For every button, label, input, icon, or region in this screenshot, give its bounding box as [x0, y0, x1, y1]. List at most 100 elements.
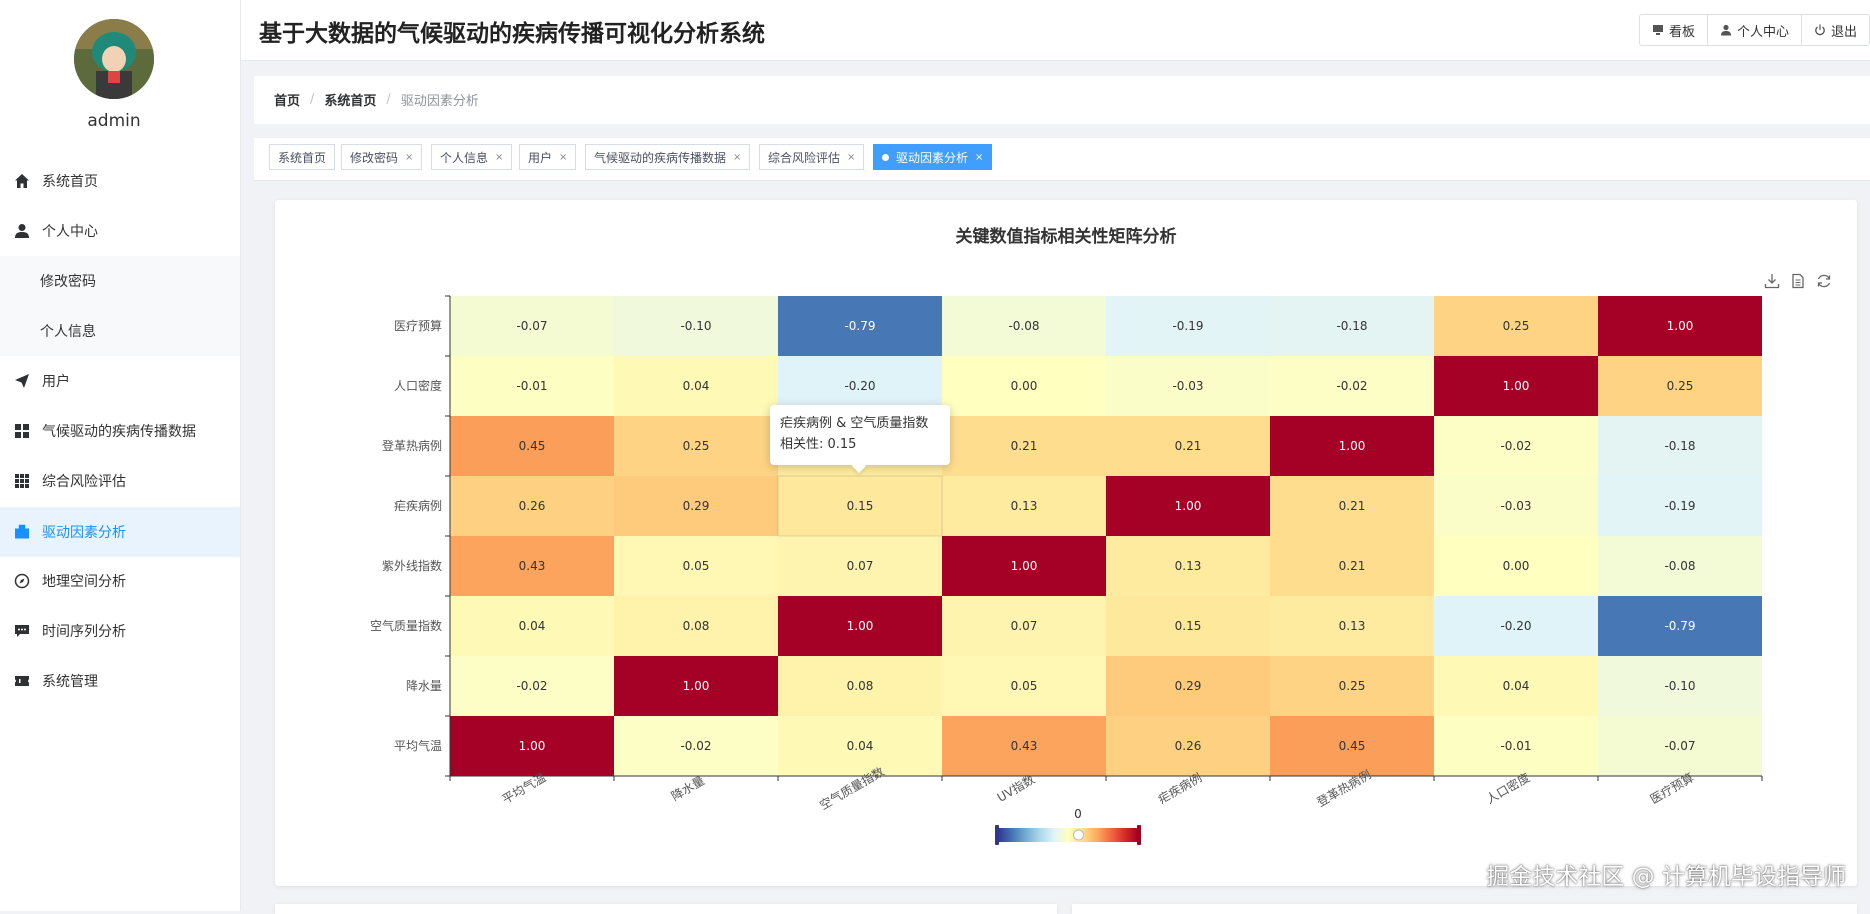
- heatmap-cell[interactable]: [942, 656, 1106, 716]
- sidebar-item-personal-info[interactable]: 个人信息: [0, 306, 240, 356]
- close-icon[interactable]: ×: [405, 151, 414, 163]
- heatmap-cell[interactable]: [450, 536, 614, 596]
- heatmap-cell[interactable]: [450, 416, 614, 476]
- sidebar-item-geo-analysis[interactable]: 地理空间分析: [0, 557, 240, 605]
- heatmap-cell[interactable]: [450, 656, 614, 716]
- heatmap-cell[interactable]: [1598, 416, 1762, 476]
- heatmap-cell[interactable]: [1598, 716, 1762, 776]
- heatmap-cell[interactable]: [1434, 416, 1598, 476]
- breadcrumb-home[interactable]: 首页: [274, 94, 301, 109]
- heatmap-cell[interactable]: [778, 536, 942, 596]
- heatmap-cell[interactable]: [1106, 296, 1270, 356]
- heatmap-cell[interactable]: [450, 476, 614, 536]
- heatmap-cell[interactable]: [614, 536, 778, 596]
- heatmap-cell[interactable]: [1434, 596, 1598, 656]
- heatmap-cell[interactable]: [1434, 536, 1598, 596]
- breadcrumb-system-home[interactable]: 系统首页: [324, 94, 377, 109]
- heatmap-cell[interactable]: [614, 416, 778, 476]
- heatmap-cell[interactable]: [614, 296, 778, 356]
- heatmap-cell[interactable]: [1106, 536, 1270, 596]
- heatmap-cell[interactable]: [778, 596, 942, 656]
- sidebar-item-system-management[interactable]: 系统管理: [0, 657, 240, 705]
- heatmap-cell[interactable]: [1106, 596, 1270, 656]
- sidebar-item-time-series[interactable]: 时间序列分析: [0, 607, 240, 655]
- heatmap-cell[interactable]: [1598, 656, 1762, 716]
- visual-map-max-handle[interactable]: [1137, 825, 1141, 845]
- heatmap-cell[interactable]: [942, 296, 1106, 356]
- heatmap-cell[interactable]: [942, 416, 1106, 476]
- close-icon[interactable]: ×: [847, 151, 856, 163]
- heatmap-cell[interactable]: [778, 716, 942, 776]
- heatmap-cell[interactable]: [778, 296, 942, 356]
- sidebar-item-profile[interactable]: 个人中心: [0, 207, 240, 255]
- heatmap-cell[interactable]: [942, 596, 1106, 656]
- sidebar-item-users[interactable]: 用户: [0, 357, 240, 405]
- sidebar-item-change-password[interactable]: 修改密码: [0, 256, 240, 306]
- tag-driver-analysis[interactable]: 驱动因素分析 ×: [873, 144, 993, 170]
- sidebar-item-risk-assessment[interactable]: 综合风险评估: [0, 457, 240, 505]
- sidebar-item-driver-analysis[interactable]: 驱动因素分析: [0, 507, 240, 557]
- close-icon[interactable]: ×: [559, 151, 568, 163]
- heatmap-cell[interactable]: [1270, 356, 1434, 416]
- refresh-icon[interactable]: [1815, 272, 1833, 290]
- close-icon[interactable]: ×: [495, 151, 504, 163]
- heatmap-cell[interactable]: [614, 356, 778, 416]
- tag-users[interactable]: 用户 ×: [519, 144, 577, 170]
- sidebar-item-disease-data[interactable]: 气候驱动的疾病传播数据: [0, 407, 240, 455]
- heatmap-cell[interactable]: [942, 356, 1106, 416]
- heatmap-cell[interactable]: [942, 476, 1106, 536]
- tag-change-password[interactable]: 修改密码 ×: [341, 144, 423, 170]
- heatmap-cell[interactable]: [1434, 656, 1598, 716]
- y-tick-label: 平均气温: [394, 738, 442, 753]
- download-icon[interactable]: [1763, 272, 1781, 290]
- logout-button[interactable]: 退出: [1802, 15, 1869, 45]
- heatmap-cell[interactable]: [1106, 356, 1270, 416]
- heatmap-cell[interactable]: [1598, 296, 1762, 356]
- heatmap-cell[interactable]: [1270, 476, 1434, 536]
- heatmap-cell[interactable]: [1434, 356, 1598, 416]
- dashboard-button[interactable]: 看板: [1640, 15, 1708, 45]
- heatmap-cell[interactable]: [1106, 416, 1270, 476]
- close-icon[interactable]: ×: [975, 151, 984, 163]
- heatmap-cell[interactable]: [1434, 716, 1598, 776]
- heatmap-cell[interactable]: [1598, 536, 1762, 596]
- heatmap-cell[interactable]: [1270, 416, 1434, 476]
- heatmap-cell[interactable]: [1106, 716, 1270, 776]
- heatmap-cell[interactable]: [1598, 476, 1762, 536]
- heatmap-cell[interactable]: [450, 596, 614, 656]
- heatmap-cell[interactable]: [1434, 296, 1598, 356]
- heatmap-cell[interactable]: [1270, 656, 1434, 716]
- heatmap-cell[interactable]: [614, 596, 778, 656]
- heatmap-cell[interactable]: [778, 476, 942, 536]
- tag-personal-info[interactable]: 个人信息 ×: [431, 144, 513, 170]
- close-icon[interactable]: ×: [733, 151, 742, 163]
- data-view-icon[interactable]: [1789, 272, 1807, 290]
- tag-risk-assessment[interactable]: 综合风险评估 ×: [759, 144, 865, 170]
- heatmap-cell[interactable]: [1270, 296, 1434, 356]
- profile-button[interactable]: 个人中心: [1708, 15, 1802, 45]
- heatmap-cell[interactable]: [1270, 596, 1434, 656]
- tag-system-home[interactable]: 系统首页: [269, 144, 336, 170]
- heatmap-cell[interactable]: [1270, 536, 1434, 596]
- avatar[interactable]: [74, 19, 154, 99]
- heatmap-cell[interactable]: [1106, 656, 1270, 716]
- heatmap-cell[interactable]: [614, 476, 778, 536]
- heatmap-cell[interactable]: [1598, 356, 1762, 416]
- visual-map-min-handle[interactable]: [995, 825, 999, 845]
- heatmap-cell[interactable]: [778, 656, 942, 716]
- heatmap-cell[interactable]: [942, 536, 1106, 596]
- sidebar-item-home[interactable]: 系统首页: [0, 157, 240, 205]
- heatmap-cell[interactable]: [450, 716, 614, 776]
- profile-button-label: 个人中心: [1736, 24, 1789, 40]
- visual-map-bar[interactable]: [998, 828, 1138, 842]
- heatmap-cell[interactable]: [614, 716, 778, 776]
- heatmap-cell[interactable]: [1434, 476, 1598, 536]
- heatmap-cell[interactable]: [1598, 596, 1762, 656]
- heatmap-cell[interactable]: [614, 656, 778, 716]
- heatmap-cell[interactable]: [1106, 476, 1270, 536]
- heatmap-cell[interactable]: [450, 356, 614, 416]
- heatmap-cell[interactable]: [450, 296, 614, 356]
- heatmap-cell[interactable]: [942, 716, 1106, 776]
- tag-disease-data[interactable]: 气候驱动的疾病传播数据 ×: [585, 144, 751, 170]
- heatmap-cell[interactable]: [1270, 716, 1434, 776]
